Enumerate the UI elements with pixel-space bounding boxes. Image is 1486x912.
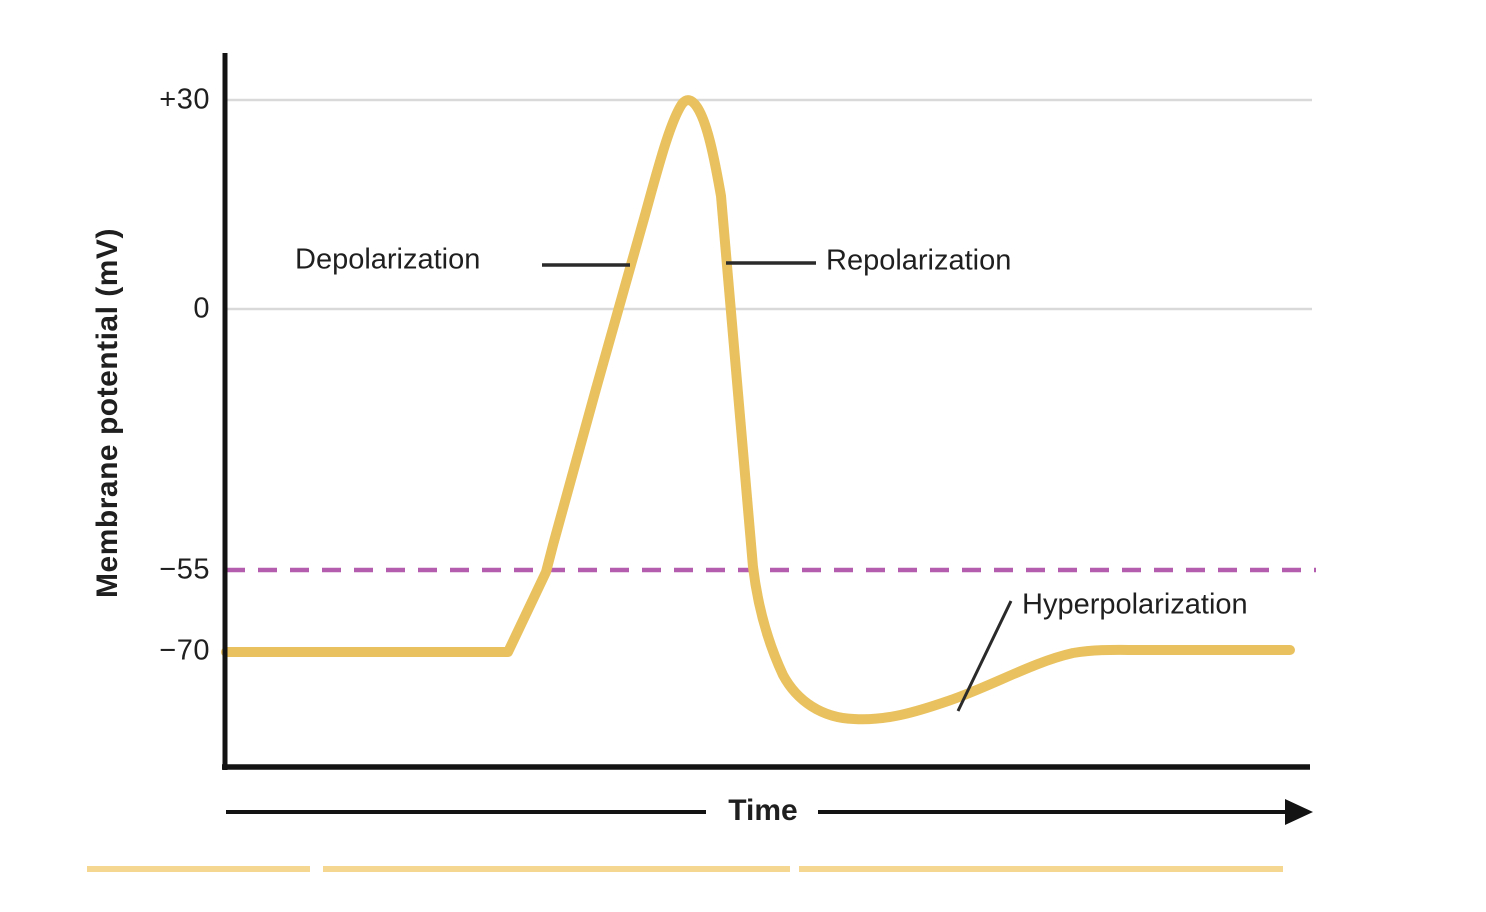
time-arrow-head-icon: [1285, 799, 1313, 825]
hyperpolarization-label: Hyperpolarization: [1022, 588, 1248, 621]
repolarization-label: Repolarization: [826, 244, 1012, 277]
depolarization-label: Depolarization: [295, 243, 481, 276]
tick-label-plus30: +30: [159, 83, 210, 116]
membrane-potential-curve: [221, 95, 1295, 725]
x-axis-title: Time: [728, 794, 798, 827]
tick-label-zero: 0: [193, 292, 210, 325]
hyperpolarization-leader-line: [956, 600, 1013, 712]
tick-label-minus55: −55: [159, 553, 210, 586]
tick-label-minus70: −70: [159, 634, 210, 667]
y-axis-title: Membrane potential (mV): [91, 228, 124, 598]
